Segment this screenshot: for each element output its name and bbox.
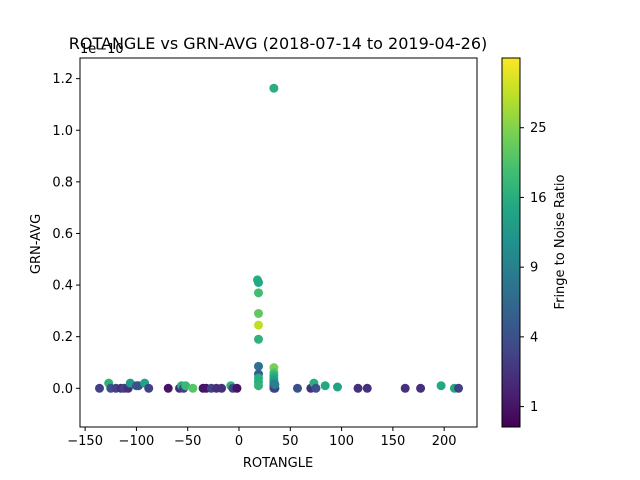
scatter-point bbox=[232, 383, 242, 393]
scatter-point bbox=[270, 379, 280, 389]
y-tick-label: 1.0 bbox=[52, 124, 73, 139]
scatter-point bbox=[94, 383, 104, 393]
scatter-point bbox=[362, 383, 372, 393]
scatter-point bbox=[454, 383, 464, 393]
colorbar-tick-label: 9 bbox=[530, 261, 538, 276]
colorbar-tick-label: 4 bbox=[530, 330, 538, 345]
scatter-point bbox=[253, 334, 263, 344]
y-tick-label: 0.6 bbox=[52, 227, 73, 242]
plot-frame bbox=[79, 57, 478, 428]
scatter-point bbox=[436, 381, 446, 391]
x-tick-label: 100 bbox=[329, 434, 354, 449]
y-offset-text: 1e−10 bbox=[80, 42, 124, 57]
colorbar-tick-label: 25 bbox=[530, 121, 547, 136]
scatter-point bbox=[400, 383, 410, 393]
y-tick-label: 0.0 bbox=[52, 382, 73, 397]
y-tick-label: 0.8 bbox=[52, 175, 73, 190]
y-tick-label: 1.2 bbox=[52, 72, 73, 87]
chart-title: ROTANGLE vs GRN-AVG (2018-07-14 to 2019-… bbox=[69, 34, 488, 53]
y-axis-label: GRN-AVG bbox=[29, 214, 44, 274]
scatter-point bbox=[253, 308, 263, 318]
x-tick-label: 0 bbox=[235, 434, 243, 449]
scatter-point bbox=[332, 382, 342, 392]
scatter-point bbox=[253, 277, 263, 287]
x-tick-label: 200 bbox=[432, 434, 457, 449]
scatter-point bbox=[253, 320, 263, 330]
colorbar-gradient bbox=[501, 57, 521, 428]
scatter-point bbox=[320, 381, 330, 391]
scatter-point bbox=[269, 83, 279, 93]
scatter-point bbox=[181, 381, 191, 391]
y-tick-label: 0.2 bbox=[52, 330, 73, 345]
colorbar-label: Fringe to Noise Ratio bbox=[553, 175, 568, 310]
scatter-point bbox=[353, 383, 363, 393]
scatter-point bbox=[163, 383, 173, 393]
x-tick-label: 150 bbox=[380, 434, 405, 449]
colorbar: 1 4 9 16 25 bbox=[501, 57, 547, 428]
scatter-point bbox=[253, 361, 263, 371]
scatter-point bbox=[253, 288, 263, 298]
colorbar-tick-label: 16 bbox=[530, 191, 547, 206]
x-tick-label: −150 bbox=[67, 434, 103, 449]
x-tick-label: 50 bbox=[282, 434, 299, 449]
scatter-point bbox=[311, 383, 321, 393]
scatter-point bbox=[144, 383, 154, 393]
y-axis: 0.0 0.2 0.4 0.6 0.8 1.0 1.2 bbox=[52, 72, 80, 397]
x-axis: −150 −100 −50 0 50 100 150 200 bbox=[67, 427, 457, 449]
x-axis-label: ROTANGLE bbox=[243, 456, 313, 471]
y-tick-label: 0.4 bbox=[52, 279, 73, 294]
scatter-point bbox=[416, 383, 426, 393]
scatter-point bbox=[188, 383, 198, 393]
scatter-point bbox=[292, 383, 302, 393]
colorbar-tick-label: 1 bbox=[530, 400, 538, 415]
x-tick-label: −50 bbox=[174, 434, 201, 449]
scatter-point bbox=[217, 383, 227, 393]
scatter-point bbox=[253, 381, 263, 391]
plot-area bbox=[79, 57, 478, 428]
x-tick-label: −100 bbox=[119, 434, 155, 449]
